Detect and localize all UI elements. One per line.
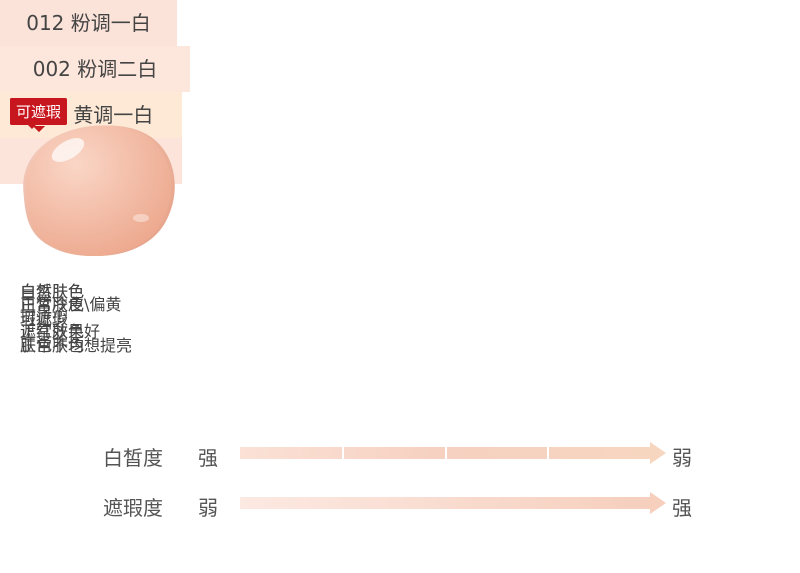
segment-divider xyxy=(445,447,447,459)
description-line: 肤色不均 xyxy=(20,335,85,355)
scale-left: 强 xyxy=(198,446,218,470)
arrow-head xyxy=(650,442,666,464)
description-line: 可遮瑕 xyxy=(20,308,69,328)
scale-label: 遮瑕度 xyxy=(103,496,163,520)
card: 002 粉调二白 白皙冷皮\偏黄 正常肤色 xyxy=(0,46,190,341)
scale-right: 弱 xyxy=(672,446,692,470)
scale-row: 白皙度 强 弱 xyxy=(0,434,800,474)
description-line: 遮红效果好 xyxy=(20,322,101,341)
description-line: 白皙肤色 xyxy=(20,281,85,301)
card: 012 粉调一白 HOT白皙肤色瑕疵少正常肤色想提亮 xyxy=(0,0,177,355)
cards: 012 粉调一白 HOT白皙肤色瑕疵少正常肤色想提亮002 粉调二白 白皙冷皮\… xyxy=(0,0,800,355)
foundation-swatch xyxy=(25,125,171,256)
description-line: 瑕疵少 xyxy=(20,308,69,328)
card-header: 012 粉调一白 xyxy=(0,0,177,46)
segment-divider xyxy=(342,447,344,459)
description: 正常肤色 遮红效果好 xyxy=(0,268,800,368)
description-line: 白皙冷皮\偏黄 xyxy=(20,295,122,314)
scale-arrow xyxy=(240,492,666,514)
scale-label: 白皙度 xyxy=(103,446,163,470)
scale-arrow xyxy=(240,442,666,464)
scale-left: 弱 xyxy=(198,496,218,520)
description-line: 正常肤色 xyxy=(20,322,85,341)
description-line: 正常肤色 xyxy=(20,295,85,314)
description-line: 正常肤色想提亮 xyxy=(20,335,133,355)
description: 白皙冷皮\偏黄 正常肤色 xyxy=(0,268,800,368)
card-header: 002 粉调二白 xyxy=(0,46,190,92)
segment-divider xyxy=(547,447,549,459)
badge: 可遮瑕 xyxy=(10,98,68,132)
description-line: 自然肤色 xyxy=(20,281,85,301)
description: 白皙肤色瑕疵少正常肤色想提亮 xyxy=(0,268,800,368)
arrow-head xyxy=(650,492,666,514)
scale-right: 强 xyxy=(672,496,692,520)
description: 自然肤色可遮瑕肤色不均 xyxy=(0,268,800,368)
scale-row: 遮瑕度 弱 强 xyxy=(0,484,800,524)
